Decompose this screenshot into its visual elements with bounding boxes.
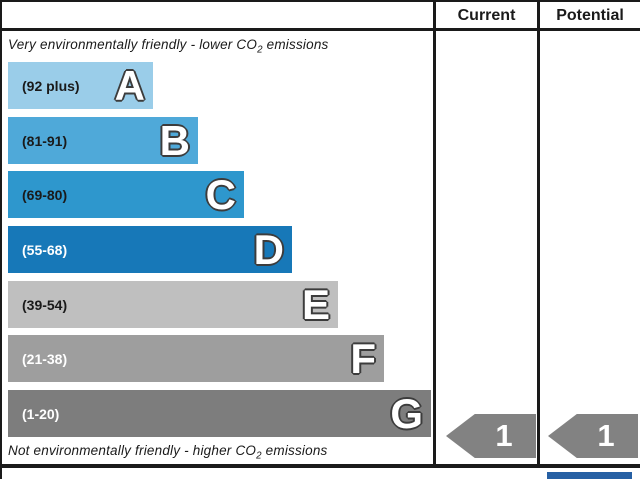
potential-column-divider bbox=[537, 0, 540, 468]
band-row-g: (1-20) G bbox=[8, 390, 431, 437]
chart-bottom-border bbox=[0, 464, 640, 468]
bottom-caption-subscript: 2 bbox=[256, 450, 262, 462]
band-row-d: (55-68) D bbox=[8, 226, 292, 273]
band-row-b: (81-91) B bbox=[8, 117, 198, 164]
band-letter: A bbox=[114, 62, 145, 109]
current-rating-value: 1 bbox=[495, 418, 513, 453]
bottom-caption-suffix: emissions bbox=[261, 443, 328, 458]
header-divider bbox=[0, 28, 640, 31]
band-row-c: (69-80) C bbox=[8, 171, 244, 218]
eu-directive-logo-edge bbox=[547, 472, 632, 479]
top-caption-suffix: emissions bbox=[262, 37, 329, 52]
next-section-strip bbox=[2, 468, 640, 479]
band-range-label: (21-38) bbox=[22, 350, 68, 367]
band-range-label: (1-20) bbox=[22, 405, 60, 422]
band-range-label: (81-91) bbox=[22, 132, 68, 149]
band-range-label: (39-54) bbox=[22, 296, 68, 313]
band-letter: C bbox=[205, 171, 236, 218]
top-caption-text: Very environmentally friendly - lower CO bbox=[8, 37, 258, 52]
potential-column-header: Potential bbox=[556, 6, 624, 24]
band-range-label: (55-68) bbox=[22, 241, 68, 258]
current-rating-arrow-icon: 1 bbox=[446, 414, 536, 458]
potential-rating-arrow-icon: 1 bbox=[548, 414, 638, 458]
potential-rating-value: 1 bbox=[597, 418, 615, 453]
band-letter: E bbox=[301, 281, 330, 328]
band-row-a: (92 plus) A bbox=[8, 62, 153, 109]
top-border bbox=[0, 0, 640, 2]
band-row-e: (39-54) E bbox=[8, 281, 338, 328]
band-letter: G bbox=[390, 390, 423, 437]
band-letter: D bbox=[253, 226, 284, 273]
band-range-label: (92 plus) bbox=[22, 77, 80, 94]
current-column-divider bbox=[433, 0, 436, 468]
top-caption: Very environmentally friendly - lower CO… bbox=[8, 37, 328, 56]
band-letter: F bbox=[350, 335, 376, 382]
band-range-label: (69-80) bbox=[22, 186, 68, 203]
band-letter: B bbox=[159, 117, 190, 164]
bottom-caption: Not environmentally friendly - higher CO… bbox=[8, 443, 328, 462]
band-row-f: (21-38) F bbox=[8, 335, 384, 382]
top-caption-subscript: 2 bbox=[257, 44, 263, 56]
bottom-caption-text: Not environmentally friendly - higher CO bbox=[8, 443, 257, 458]
current-column-header: Current bbox=[457, 6, 516, 24]
left-border bbox=[0, 0, 2, 479]
